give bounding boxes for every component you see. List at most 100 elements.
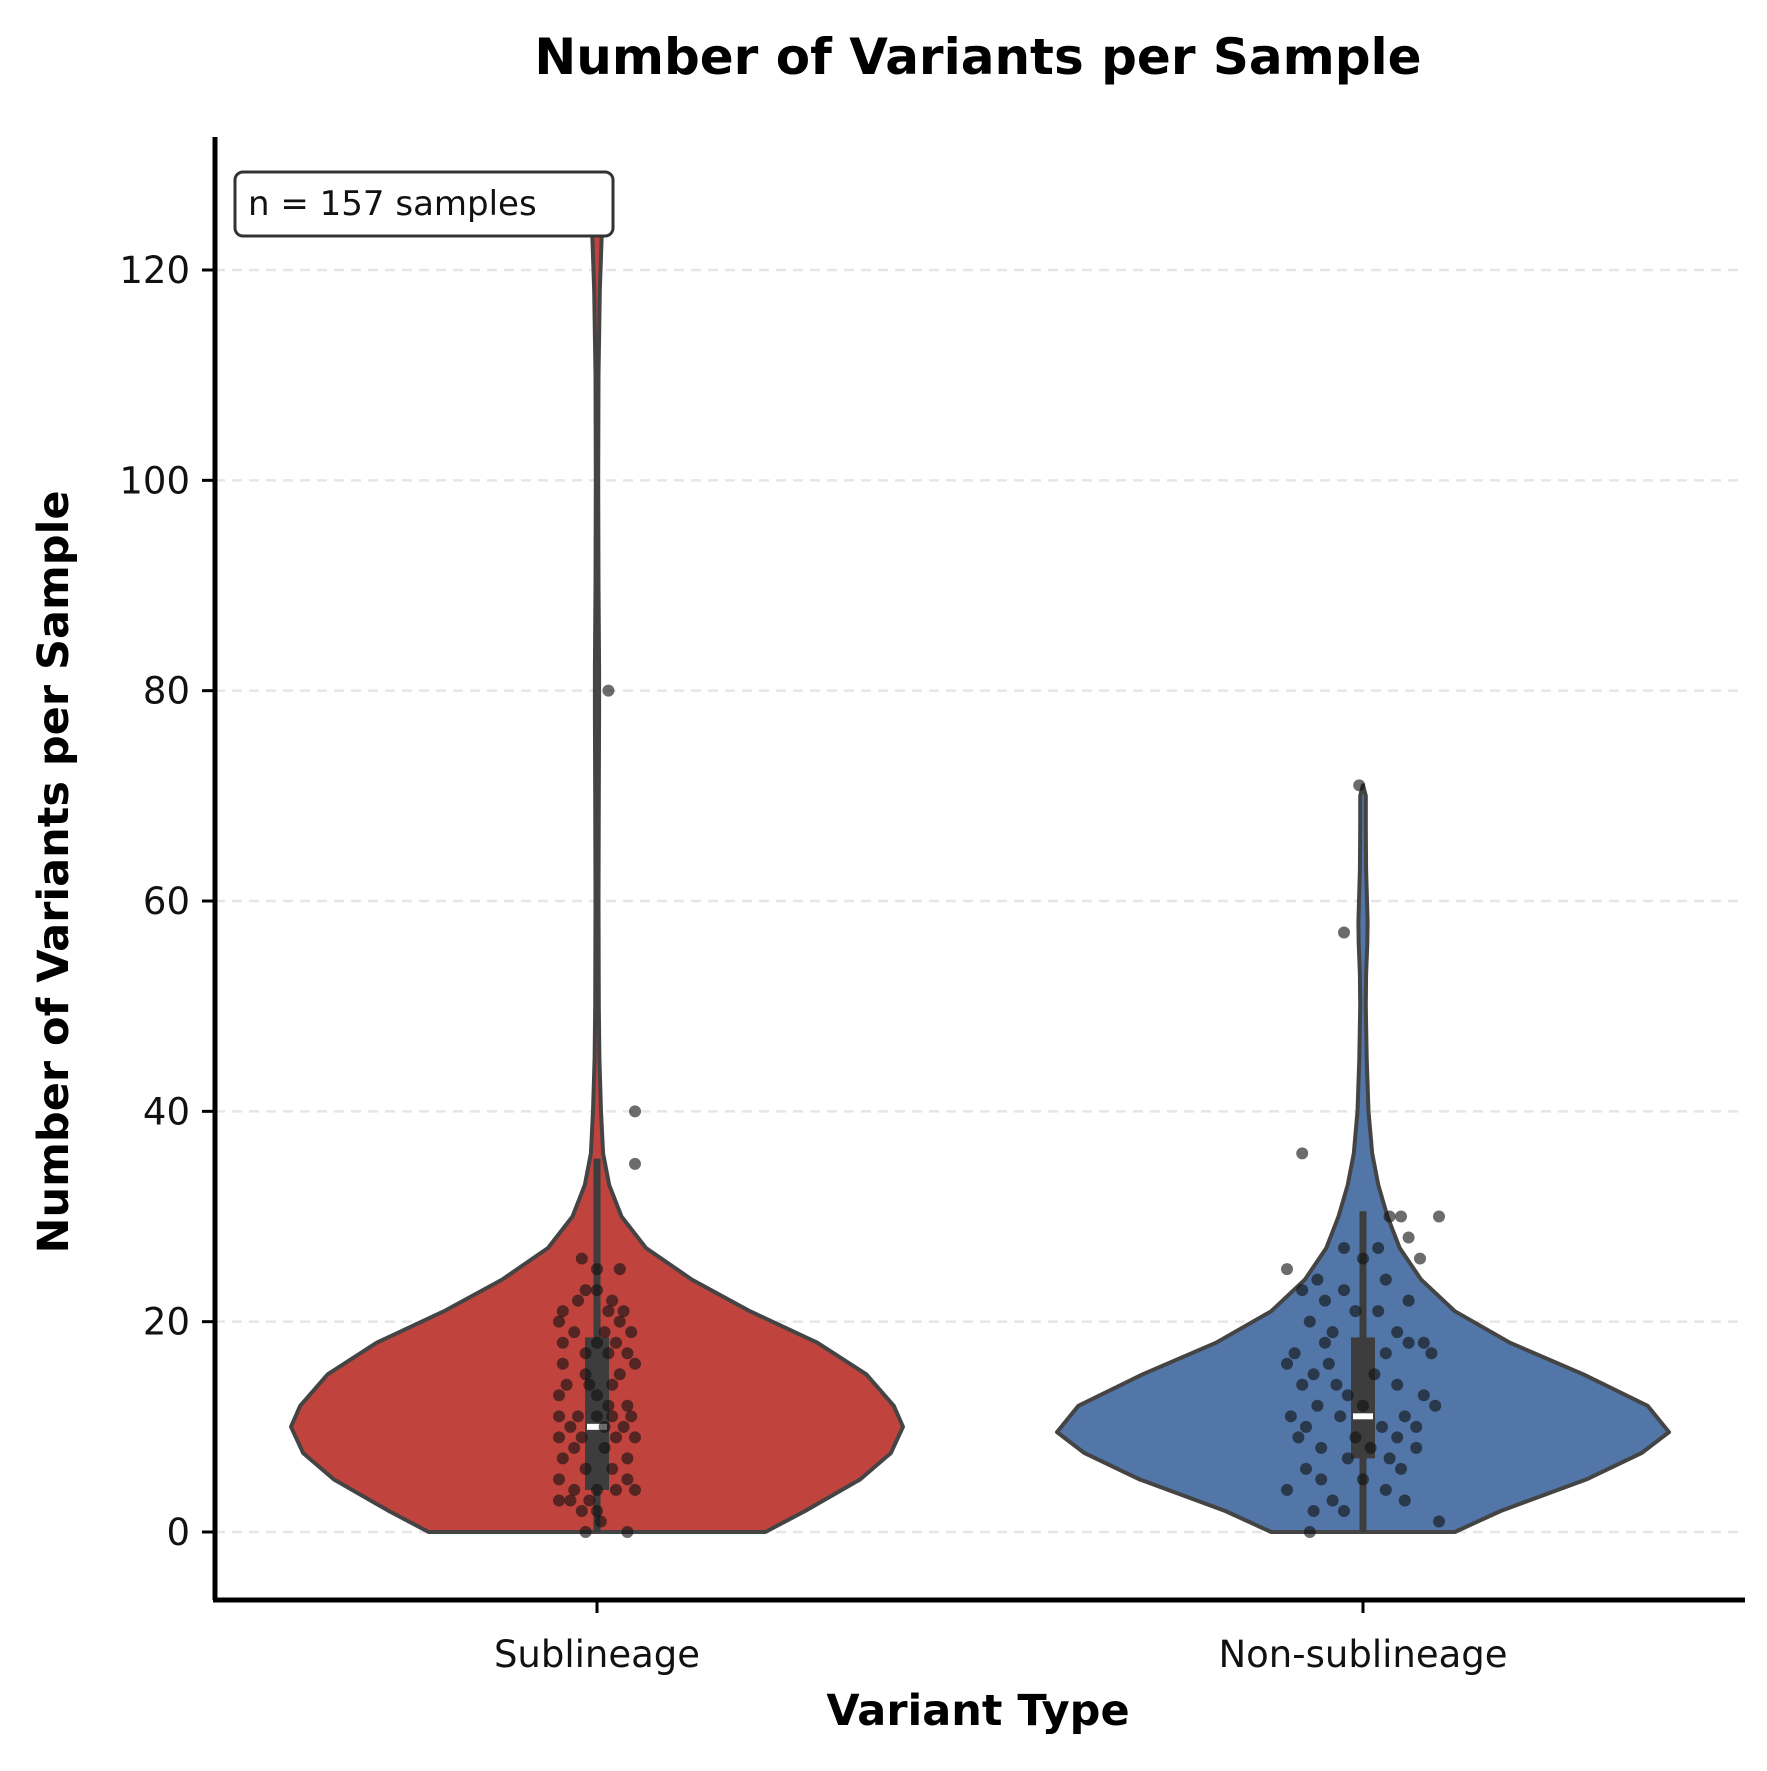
data-point	[1281, 1357, 1293, 1370]
data-point	[1368, 1368, 1381, 1381]
data-point	[1383, 1210, 1396, 1223]
data-point	[553, 1315, 565, 1328]
data-point	[1429, 1399, 1442, 1412]
data-point	[1372, 1242, 1385, 1255]
data-point	[1281, 1483, 1293, 1496]
data-point	[579, 1284, 592, 1297]
data-point	[594, 1515, 607, 1528]
data-point	[1410, 1420, 1423, 1433]
data-point	[1303, 1526, 1316, 1538]
data-point	[1383, 1452, 1396, 1465]
data-point	[553, 1431, 565, 1444]
y-tick-label: 80	[143, 670, 190, 713]
data-point	[1319, 1294, 1331, 1307]
data-point	[1433, 1515, 1445, 1528]
data-point	[591, 1483, 603, 1496]
data-point	[1376, 1420, 1388, 1433]
data-point	[579, 1347, 592, 1360]
y-tick-label: 0	[166, 1511, 190, 1554]
data-point	[1338, 1504, 1350, 1517]
data-point	[568, 1326, 581, 1339]
data-point	[1300, 1462, 1312, 1475]
data-point	[591, 1504, 603, 1517]
data-point	[629, 1431, 641, 1444]
data-point	[621, 1347, 634, 1360]
data-point	[1379, 1483, 1392, 1496]
data-point	[1391, 1378, 1404, 1391]
data-point	[1326, 1494, 1339, 1507]
data-point	[621, 1399, 634, 1412]
data-point	[553, 1494, 565, 1507]
x-tick-label: Non-sublineage	[1218, 1633, 1507, 1676]
data-point	[560, 1378, 573, 1391]
data-point	[583, 1378, 596, 1391]
data-point	[602, 684, 615, 697]
data-point	[553, 1410, 565, 1423]
data-point	[1319, 1336, 1331, 1349]
data-point	[1311, 1273, 1324, 1286]
data-point	[1311, 1399, 1324, 1412]
data-point	[1315, 1441, 1328, 1454]
data-point	[621, 1526, 634, 1538]
data-point	[564, 1494, 577, 1507]
data-point	[1300, 1420, 1312, 1433]
annotation-frame	[233, 170, 615, 238]
chart-title: Number of Variants per Sample	[534, 28, 1421, 86]
data-point	[1338, 1284, 1350, 1297]
data-point	[556, 1336, 569, 1349]
data-point	[575, 1504, 588, 1517]
y-tick-label: 40	[143, 1090, 190, 1133]
data-point	[629, 1483, 641, 1496]
data-point	[1338, 1242, 1350, 1255]
data-point	[1322, 1357, 1335, 1370]
data-point	[1379, 1273, 1392, 1286]
x-ticks: Sublineage Non-sublineage	[494, 1600, 1508, 1676]
data-point	[1391, 1431, 1404, 1444]
axes	[212, 137, 1745, 1603]
data-point	[1307, 1504, 1320, 1517]
data-point	[606, 1294, 619, 1307]
data-point	[1379, 1347, 1392, 1360]
data-point	[621, 1473, 634, 1486]
data-point	[625, 1326, 638, 1339]
data-point	[1284, 1410, 1297, 1423]
y-ticks: 0 20 40 60 80 100 120	[119, 249, 215, 1554]
data-point	[1357, 1252, 1369, 1265]
median-marker	[1353, 1413, 1373, 1420]
data-point	[1307, 1368, 1320, 1381]
data-point	[1349, 1431, 1362, 1444]
data-point	[629, 1157, 641, 1170]
data-point	[613, 1263, 626, 1276]
annotation-text: n = 157 samples	[248, 184, 537, 224]
data-point	[617, 1305, 630, 1318]
data-point	[1296, 1378, 1309, 1391]
data-point	[1372, 1305, 1385, 1318]
data-point	[575, 1431, 588, 1444]
data-point	[556, 1452, 569, 1465]
data-point	[1281, 1263, 1293, 1276]
data-point	[1349, 1305, 1362, 1318]
data-point	[1338, 926, 1350, 939]
y-tick-label: 60	[143, 880, 190, 923]
data-point	[606, 1410, 619, 1423]
data-point	[1402, 1294, 1415, 1307]
data-point	[1402, 1231, 1415, 1244]
data-point	[591, 1336, 603, 1349]
data-point	[629, 1357, 641, 1370]
data-point	[602, 1347, 615, 1360]
data-point	[598, 1441, 611, 1454]
data-point	[1402, 1336, 1415, 1349]
data-point	[568, 1483, 581, 1496]
median-marker	[587, 1423, 607, 1430]
data-point	[606, 1378, 619, 1391]
data-point	[564, 1420, 577, 1433]
data-point	[1330, 1378, 1343, 1391]
data-point	[1417, 1336, 1430, 1349]
data-point	[1414, 1252, 1426, 1265]
data-point	[629, 1105, 641, 1118]
data-point	[583, 1494, 596, 1507]
y-axis-label: Number of Variants per Sample	[29, 491, 79, 1254]
data-point	[1341, 1452, 1354, 1465]
data-point	[613, 1368, 626, 1381]
